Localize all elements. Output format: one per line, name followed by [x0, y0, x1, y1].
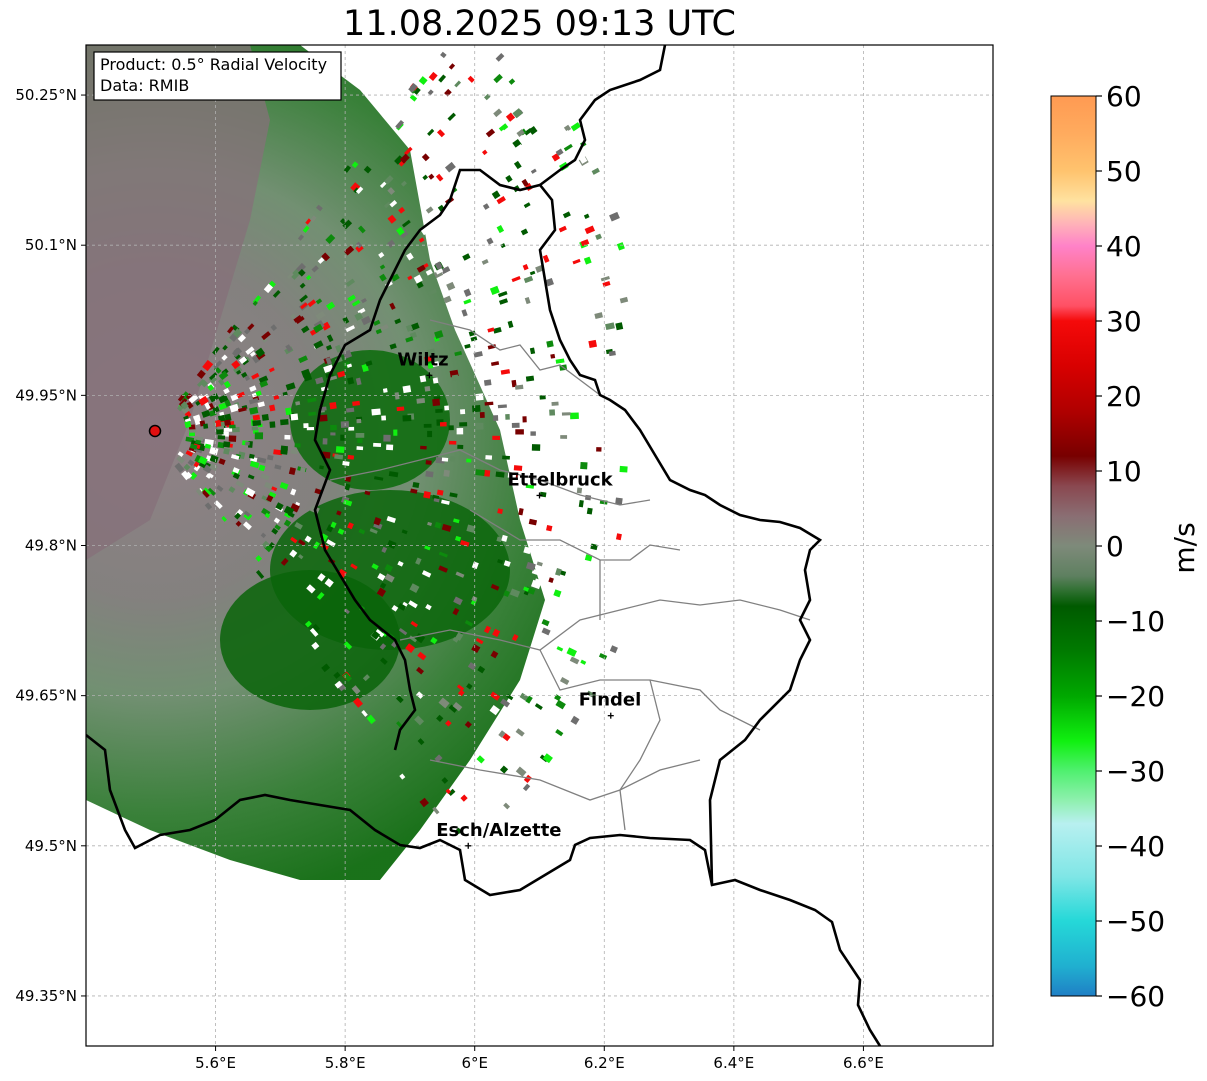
- green-core-north: [290, 350, 450, 490]
- city-labels: Wiltz Ettelbruck Findel Esch/Alzette: [397, 349, 642, 849]
- lon-tick-label: 6.4°E: [713, 1054, 754, 1072]
- lon-tick-label: 6.6°E: [843, 1054, 884, 1072]
- map-axes: 5.6°E 5.8°E 6°E 6.2°E 6.4°E 6.6°E 50.25°N 50.1°…: [15, 86, 884, 1072]
- radar-site-marker: [148, 424, 162, 438]
- info-box: Product: 0.5° Radial Velocity Data: RMIB: [93, 51, 342, 101]
- lon-tick-label: 5.8°E: [325, 1054, 366, 1072]
- lat-tick-label: 49.95°N: [15, 386, 77, 404]
- data-source-label: Data: RMIB: [100, 76, 189, 95]
- lat-tick-label: 49.8°N: [25, 537, 77, 555]
- lon-tick-label: 6.2°E: [584, 1054, 625, 1072]
- lat-tick-label: 50.1°N: [25, 236, 77, 254]
- country-borders: [86, 45, 882, 1046]
- lat-tick-label: 50.25°N: [15, 86, 77, 104]
- product-label: Product: 0.5° Radial Velocity: [100, 55, 327, 74]
- city-label: Ettelbruck: [508, 469, 614, 490]
- radar-echo-near: [86, 45, 270, 560]
- lat-tick-label: 49.5°N: [25, 837, 77, 855]
- lon-tick-label: 6°E: [461, 1054, 488, 1072]
- green-core-south: [220, 570, 400, 710]
- lat-tick-label: 49.35°N: [15, 987, 77, 1005]
- city-label: Wiltz: [397, 349, 448, 370]
- lat-tick-label: 49.65°N: [15, 687, 77, 705]
- canton-borders: [329, 319, 811, 831]
- city-label: Esch/Alzette: [436, 820, 561, 841]
- city-label: Findel: [579, 690, 642, 711]
- map-title: 11.08.2025 09:13 UTC: [343, 4, 736, 44]
- lon-tick-label: 5.6°E: [195, 1054, 236, 1072]
